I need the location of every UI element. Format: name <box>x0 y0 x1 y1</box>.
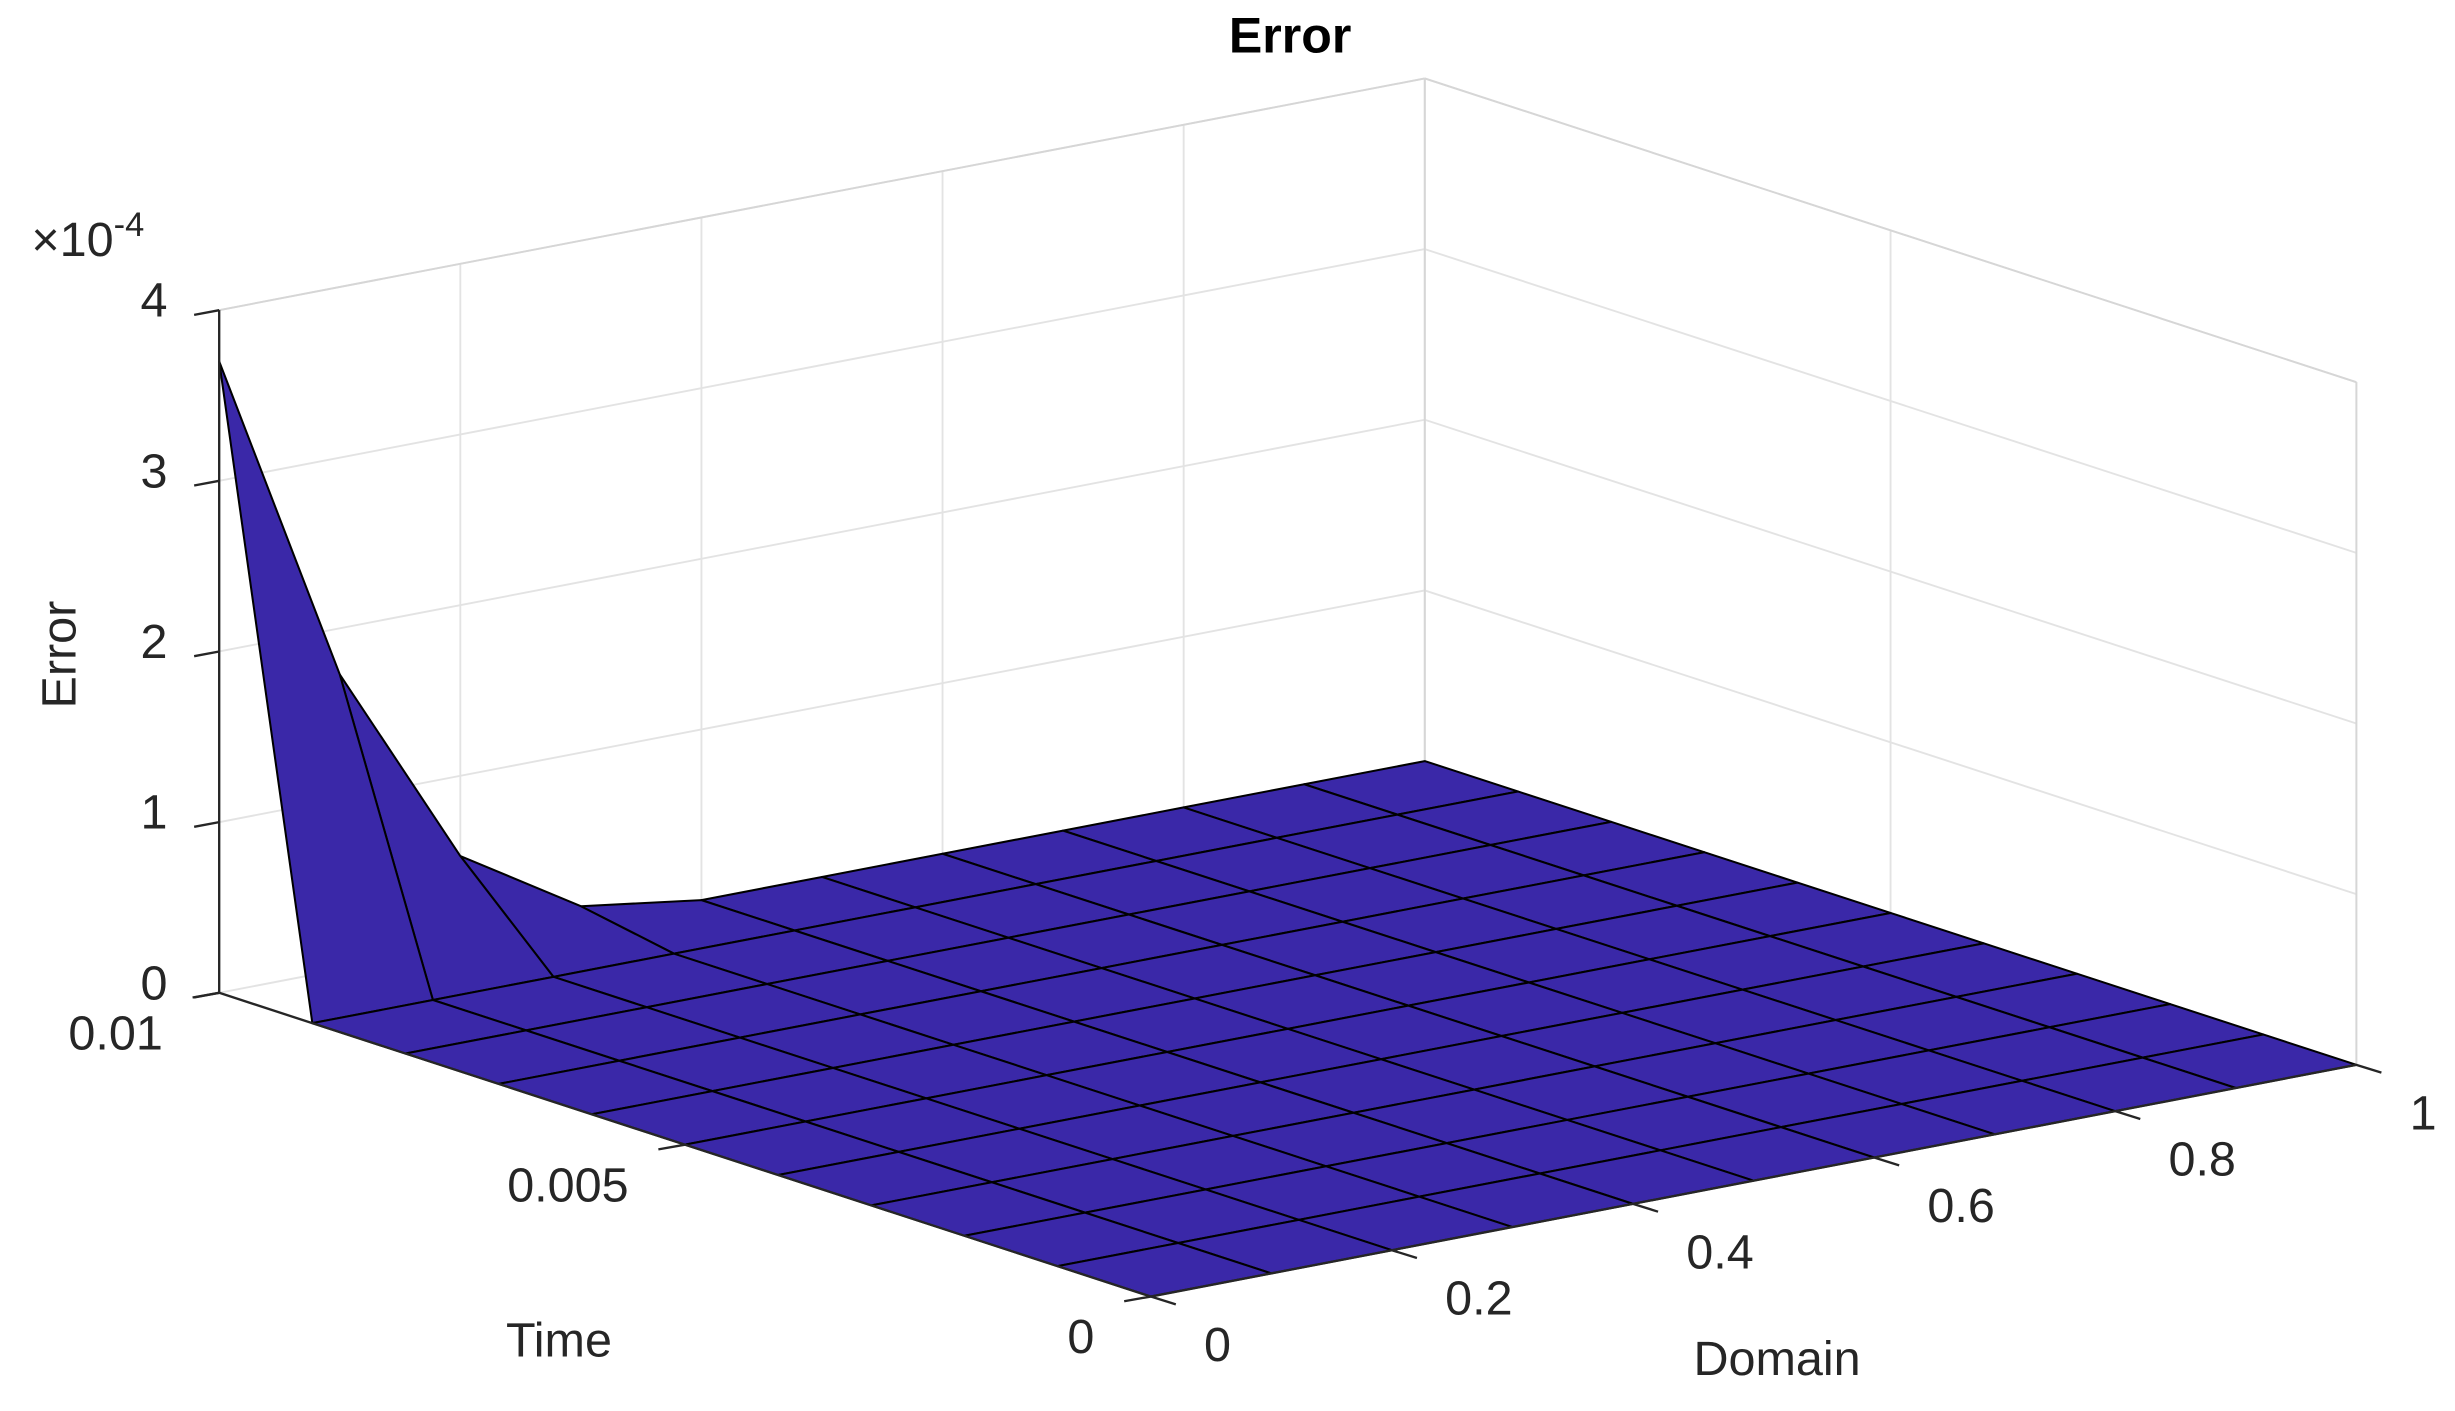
x-tick <box>2114 1110 2141 1121</box>
z-multiplier-base: ×10 <box>31 213 113 267</box>
x-tick <box>1150 1295 1177 1306</box>
z-tick <box>193 479 220 487</box>
x-axis <box>1150 1063 2357 1298</box>
z-grid-line <box>1424 248 2357 554</box>
z-tick-label: 2 <box>141 615 168 669</box>
z-tick-label: 4 <box>141 274 168 328</box>
z-grid-line <box>219 589 1425 824</box>
z-grid-line <box>1424 418 2357 725</box>
z-grid-line <box>219 418 1425 653</box>
x-tick-label: 0 <box>1204 1318 1231 1372</box>
x-tick <box>1873 1156 1900 1167</box>
x-tick <box>1632 1202 1659 1213</box>
z-tick <box>193 650 220 658</box>
y-tick <box>1123 1295 1151 1303</box>
chart-title: Error <box>1229 8 1352 64</box>
x-tick-label: 1 <box>2410 1086 2437 1140</box>
box-edge <box>1424 77 2357 384</box>
z-tick-label: 3 <box>141 444 168 498</box>
z-tick <box>193 309 220 317</box>
z-tick-label: 0 <box>141 956 168 1010</box>
y-tick-label: 0.01 <box>68 1006 162 1060</box>
y-axis-label: Time <box>506 1313 612 1367</box>
z-tick-label: 1 <box>141 786 168 840</box>
x-tick-label: 0.8 <box>2168 1133 2235 1187</box>
z-grid-line <box>219 248 1425 482</box>
z-multiplier: ×10-4 <box>31 206 144 266</box>
x-tick <box>1391 1249 1418 1260</box>
y-tick-label: 0.005 <box>507 1158 628 1212</box>
x-tick-label: 0.2 <box>1445 1272 1512 1326</box>
walls <box>218 77 2358 1066</box>
z-multiplier-exponent: -4 <box>114 206 145 244</box>
x-axis-label: Domain <box>1693 1332 1860 1386</box>
x-tick-label: 0.6 <box>1927 1179 1994 1233</box>
z-grid-line <box>1424 589 2357 896</box>
y-tick <box>192 991 220 999</box>
box-edge <box>219 77 1425 312</box>
x-tick-label: 0.4 <box>1686 1225 1753 1279</box>
y-tick <box>658 1143 686 1151</box>
y-tick-label: 0 <box>1067 1310 1094 1364</box>
z-tick <box>193 820 220 828</box>
z-axis-label: Error <box>32 601 86 709</box>
x-tick <box>2356 1063 2382 1074</box>
surface <box>218 360 2358 1298</box>
